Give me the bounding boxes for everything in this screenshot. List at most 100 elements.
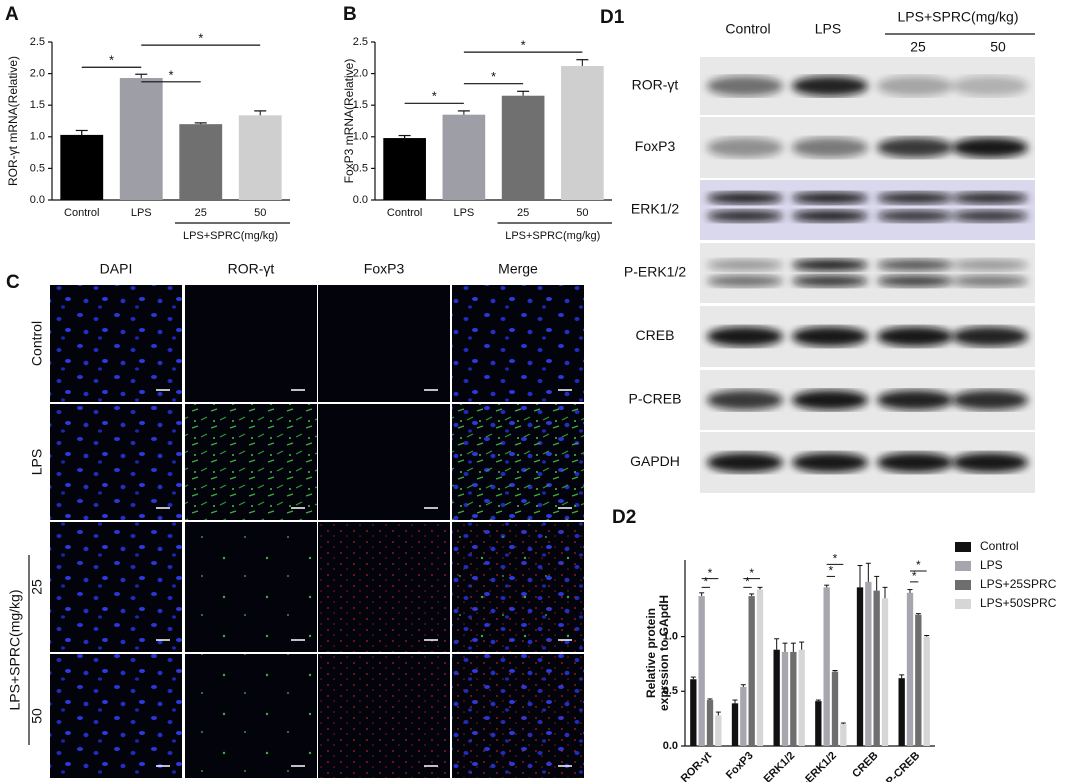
lane-label: Control — [725, 21, 770, 37]
significance-label: * — [168, 67, 173, 82]
x-tick-label: LPS — [453, 207, 474, 219]
row-label: 50 — [29, 708, 45, 724]
x-tick-label: ROR-γt — [679, 749, 715, 782]
blot-band — [792, 137, 868, 158]
row-label: 25 — [29, 579, 45, 595]
micrograph-signal — [318, 522, 450, 652]
blot-band — [952, 137, 1028, 158]
blot-strip — [700, 243, 1035, 303]
legend-swatch — [955, 542, 971, 552]
significance-label: * — [198, 31, 203, 46]
bar — [706, 700, 714, 746]
legend-label: LPS — [980, 558, 1003, 572]
panel-letter: D2 — [612, 507, 636, 528]
micrograph-signal — [452, 654, 584, 778]
bar — [119, 78, 163, 200]
y-axis-label: ROR-γt mRNA(Relative) — [6, 56, 20, 186]
blot-band — [877, 259, 953, 271]
group-label: LPS+SPRC(mg/kg) — [898, 9, 1019, 25]
micrograph-signal — [50, 522, 182, 652]
micrograph — [185, 285, 317, 402]
micrograph-signal — [318, 654, 450, 778]
bar — [831, 671, 839, 746]
blot-band — [952, 210, 1028, 222]
blot-band — [707, 137, 783, 158]
protein-label: P-ERK1/2 — [624, 264, 686, 280]
blot-band — [707, 210, 783, 222]
x-tick-label: FoxP3 — [724, 750, 756, 782]
micrograph-signal — [50, 285, 182, 402]
bar — [715, 715, 722, 746]
protein-label: FoxP3 — [635, 138, 676, 154]
group-label: LPS+SPRC(mg/kg) — [505, 230, 600, 242]
bar — [442, 114, 486, 200]
row-label: LPS — [29, 449, 45, 475]
legend-swatch — [955, 561, 971, 571]
blot-band — [792, 390, 868, 410]
y-tick-label: 0.0 — [30, 194, 45, 206]
x-tick-label: 25 — [517, 207, 529, 219]
blot-band — [792, 275, 868, 287]
bar — [748, 596, 755, 746]
bar — [561, 66, 604, 201]
lane-label: 25 — [910, 39, 926, 55]
y-tick-label: 0.5 — [353, 162, 368, 174]
bar — [781, 651, 789, 746]
row-label: Control — [29, 321, 45, 366]
micrograph-signal — [185, 404, 317, 520]
bar — [383, 138, 426, 200]
blot-band — [952, 326, 1028, 347]
micrograph-signal — [185, 522, 317, 652]
y-tick-label: 0.0 — [663, 740, 678, 752]
y-tick-label: 1.0 — [663, 630, 678, 642]
y-tick-label: 0.5 — [30, 162, 45, 174]
y-axis-label: Relative protein — [644, 608, 658, 698]
significance-label: * — [432, 89, 437, 104]
x-tick-label: Control — [64, 207, 99, 219]
x-tick-label: P-CREB — [884, 750, 922, 782]
blot-band — [952, 390, 1028, 410]
bar — [856, 587, 864, 746]
legend-swatch — [955, 580, 971, 590]
y-tick-label: 1.5 — [353, 99, 368, 111]
bar — [179, 124, 223, 200]
blot-band — [707, 275, 783, 287]
legend-label: LPS+25SPRC — [980, 577, 1057, 591]
x-tick-label: Control — [387, 207, 422, 219]
panel-letter: C — [6, 272, 20, 293]
blot-band — [792, 210, 868, 222]
protein-label: GAPDH — [630, 453, 680, 469]
bar — [698, 596, 705, 746]
y-axis-label: exprssion to GApdH — [657, 595, 671, 711]
significance-label: * — [833, 552, 838, 566]
blot-band — [877, 326, 953, 347]
bar — [798, 649, 805, 746]
panel-letter: A — [5, 4, 19, 25]
micrograph-signal — [452, 522, 584, 652]
group-label: LPS+SPRC(mg/kg) — [7, 590, 23, 711]
column-header: DAPI — [100, 261, 133, 277]
blot-band — [952, 259, 1028, 271]
protein-label: P-CREB — [629, 391, 682, 407]
blot-band — [707, 452, 783, 473]
lane-label: 50 — [990, 39, 1006, 55]
blot-band — [792, 452, 868, 473]
significance-label: * — [828, 564, 833, 578]
legend-swatch — [955, 599, 971, 609]
protein-label: CREB — [636, 327, 675, 343]
blot-band — [952, 76, 1028, 96]
micrograph-signal — [452, 285, 584, 402]
column-header: Merge — [498, 261, 538, 277]
bar — [690, 679, 697, 746]
blot-band — [707, 326, 783, 347]
blot-band — [707, 390, 783, 410]
significance-label: * — [109, 53, 114, 68]
blot-band — [792, 192, 868, 204]
blot-band — [707, 192, 783, 204]
bar — [740, 686, 747, 746]
y-tick-label: 2.0 — [30, 68, 45, 80]
y-tick-label: 2.5 — [30, 36, 45, 48]
bar — [915, 614, 922, 746]
micrograph-signal — [50, 404, 182, 520]
